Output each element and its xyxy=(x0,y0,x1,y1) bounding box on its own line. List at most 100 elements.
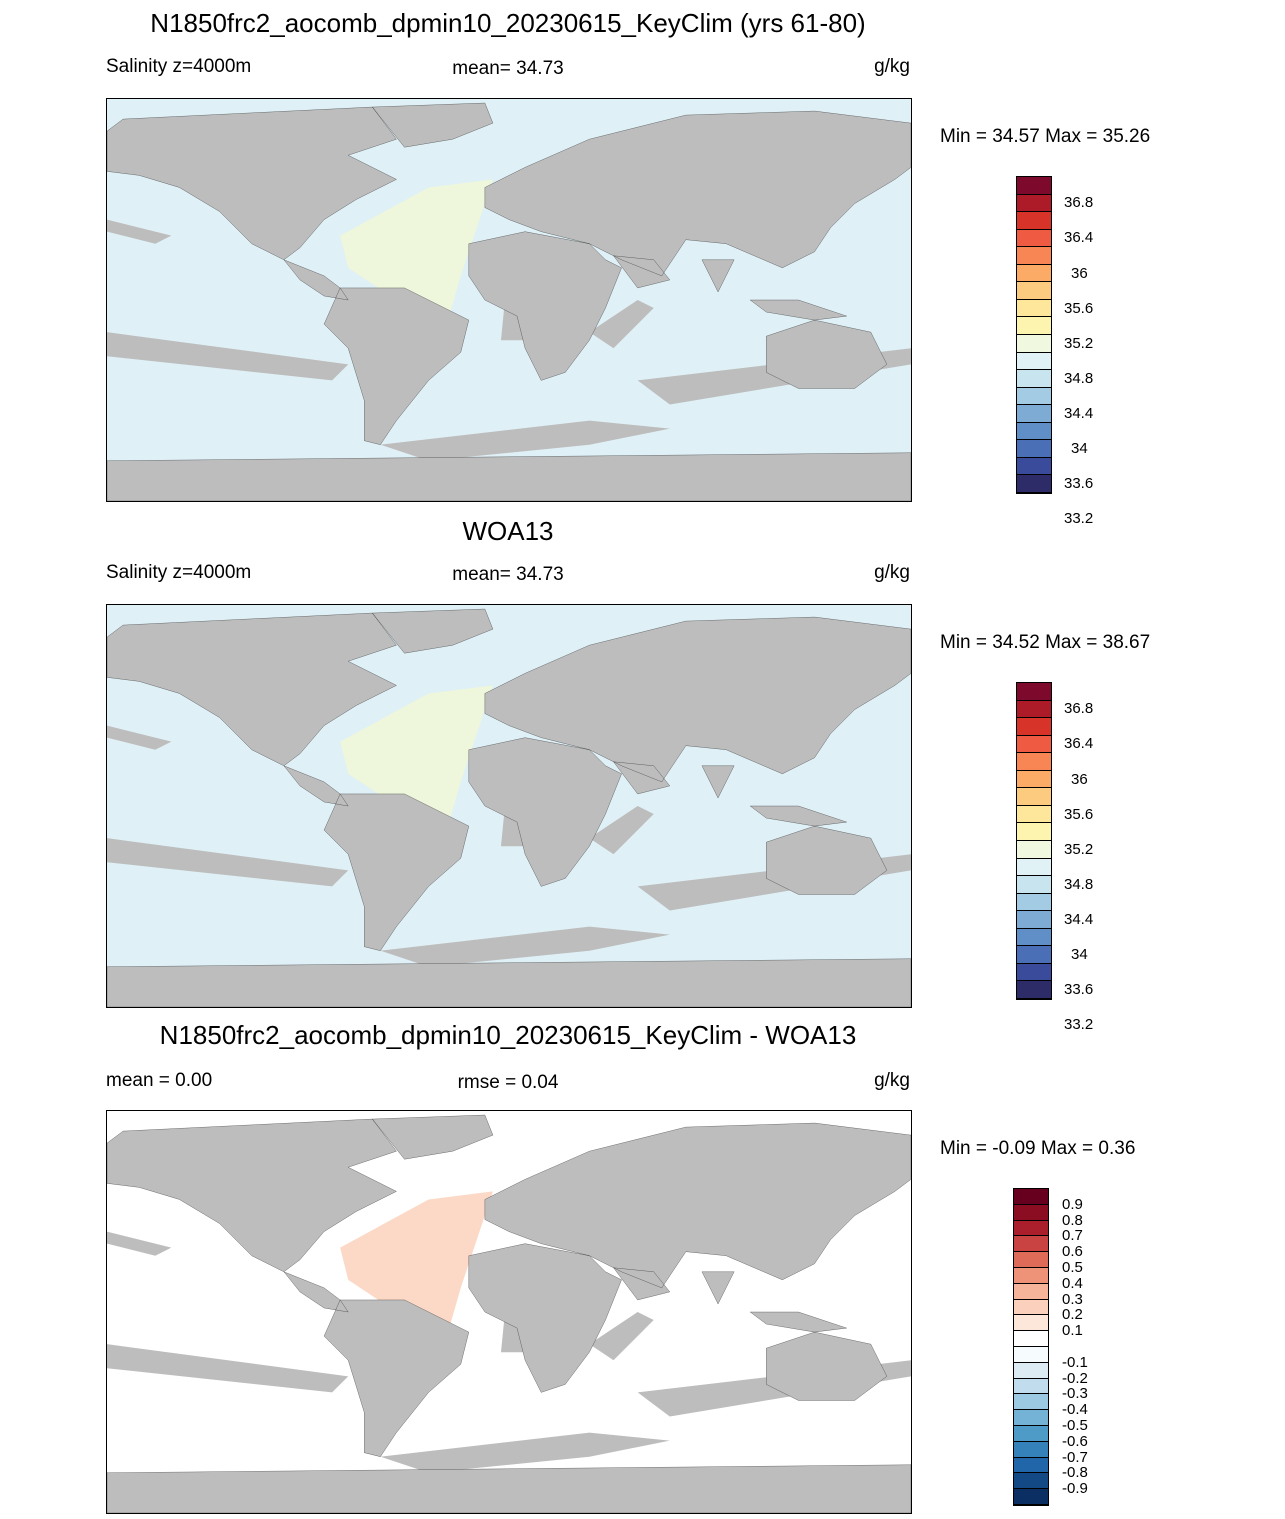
colorbar-cell xyxy=(1014,1283,1048,1300)
colorbar-cell xyxy=(1017,335,1051,353)
colorbar-tick-label: 36.8 xyxy=(1064,700,1094,718)
colorbar-tick-label: -0.5 xyxy=(1062,1417,1088,1434)
colorbar xyxy=(1016,682,1052,1000)
coastline-2 xyxy=(284,260,348,300)
colorbar-tick-label: 36 xyxy=(1071,264,1088,282)
colorbar-tick-label: -0.9 xyxy=(1062,1480,1088,1498)
coastline-6 xyxy=(614,1268,670,1300)
colorbar-cell xyxy=(1014,1268,1048,1284)
colorbar-cell xyxy=(1017,823,1051,841)
colorbar-cell xyxy=(1017,387,1051,406)
land-region-14 xyxy=(283,1191,333,1240)
colorbar-cell xyxy=(1017,194,1051,213)
atlantic-anomaly-region xyxy=(340,1191,493,1393)
land-region-7 xyxy=(701,765,735,798)
coastline-4 xyxy=(485,1123,911,1288)
land-region-8 xyxy=(750,300,847,321)
colorbar-cell xyxy=(1014,1347,1048,1363)
left-label: mean = 0.00 xyxy=(106,1070,213,1091)
colorbar-cell xyxy=(1014,1410,1048,1426)
colorbar-cell xyxy=(1017,841,1051,859)
coastline-1 xyxy=(372,1115,493,1159)
coastline-5 xyxy=(469,1244,622,1393)
land-region-15 xyxy=(589,300,654,349)
colorbar-tick-label: 34 xyxy=(1071,946,1088,964)
colorbar-tick-label: 0.8 xyxy=(1062,1211,1083,1229)
land-region-11 xyxy=(380,926,670,967)
land-region-3 xyxy=(324,287,469,445)
land-region-3 xyxy=(324,1299,469,1457)
land-region-5 xyxy=(468,737,622,887)
land-region-13 xyxy=(500,1271,542,1353)
colorbar-cell xyxy=(1014,1331,1048,1347)
colorbar-cell xyxy=(1014,1204,1048,1221)
land-region-16 xyxy=(107,725,172,750)
colorbar-tick-label: -0.7 xyxy=(1062,1448,1088,1466)
coastline-3 xyxy=(324,794,469,951)
colorbar-tick-label: 35.6 xyxy=(1064,805,1094,823)
colorbar-cell xyxy=(1017,753,1051,771)
colorbar-tick-label: 0.5 xyxy=(1062,1259,1083,1276)
colorbar-cell xyxy=(1017,422,1051,441)
colorbar-cell xyxy=(1014,1489,1048,1505)
colorbar-cell xyxy=(1017,981,1051,999)
coastline-9 xyxy=(766,320,887,388)
land-region-6 xyxy=(613,761,670,794)
colorbar-tick-label: -0.8 xyxy=(1062,1464,1088,1482)
land-region-2 xyxy=(283,259,349,300)
coastline-7 xyxy=(702,260,734,292)
colorbar-cell xyxy=(1014,1252,1048,1268)
colorbar-tick-label: -0.6 xyxy=(1062,1432,1088,1450)
colorbar-tick-label: 0.4 xyxy=(1062,1274,1083,1292)
land-region-7 xyxy=(701,1271,735,1304)
left-label: Salinity z=4000m xyxy=(106,562,252,583)
land-region-5 xyxy=(468,1243,622,1393)
colorbar xyxy=(1013,1188,1049,1506)
land-region-5 xyxy=(468,231,622,381)
colorbar-cell xyxy=(1017,718,1051,736)
coastline-3 xyxy=(324,1300,469,1457)
colorbar-cell xyxy=(1017,457,1051,476)
colorbar-cell xyxy=(1017,317,1051,335)
land-region-17 xyxy=(107,1464,911,1513)
coastline-1 xyxy=(372,609,493,653)
colorbar-cell xyxy=(1017,683,1051,701)
colorbar-cell xyxy=(1014,1299,1048,1316)
coastline-1 xyxy=(372,103,493,147)
colorbar-tick-label: 0.3 xyxy=(1062,1290,1083,1308)
land-region-14 xyxy=(283,685,333,734)
coastline-4 xyxy=(485,111,911,276)
colorbar-tick-label: 33.2 xyxy=(1064,510,1094,528)
land-region-2 xyxy=(283,1271,349,1312)
land-region-10 xyxy=(107,332,349,381)
atlantic-anomaly-region xyxy=(340,685,493,887)
coastline-0 xyxy=(107,107,396,260)
colorbar-cell xyxy=(1017,229,1051,248)
land-region-4 xyxy=(484,617,911,782)
colorbar-cell xyxy=(1014,1315,1048,1332)
land-region-1 xyxy=(372,1115,493,1160)
colorbar-tick-label: 0.9 xyxy=(1062,1195,1083,1213)
colorbar-cell xyxy=(1017,858,1051,877)
units-label: g/kg xyxy=(874,1070,910,1091)
land-region-14 xyxy=(283,179,333,228)
colorbar-cell xyxy=(1014,1457,1048,1474)
colorbar-tick-label: 35.2 xyxy=(1064,840,1094,858)
land-region-0 xyxy=(107,613,397,766)
colorbar-cell xyxy=(1017,405,1051,423)
colorbar-cell xyxy=(1017,475,1051,493)
colorbar-cell xyxy=(1017,876,1051,894)
colorbar-cell xyxy=(1017,788,1051,806)
colorbar-cell xyxy=(1014,1426,1048,1442)
land-region-6 xyxy=(613,255,670,288)
center-label: mean= 34.73 xyxy=(452,564,564,585)
colorbar-cell xyxy=(1017,282,1051,300)
colorbar-cell xyxy=(1017,893,1051,912)
colorbar-tick-label: 35.6 xyxy=(1064,299,1094,317)
colorbar-cell xyxy=(1017,946,1051,964)
colorbar-tick-label: 36.8 xyxy=(1064,194,1094,212)
coastline-8 xyxy=(750,300,846,320)
land-region-10 xyxy=(107,838,349,887)
land-region-15 xyxy=(589,806,654,855)
land-region-16 xyxy=(107,1231,172,1256)
